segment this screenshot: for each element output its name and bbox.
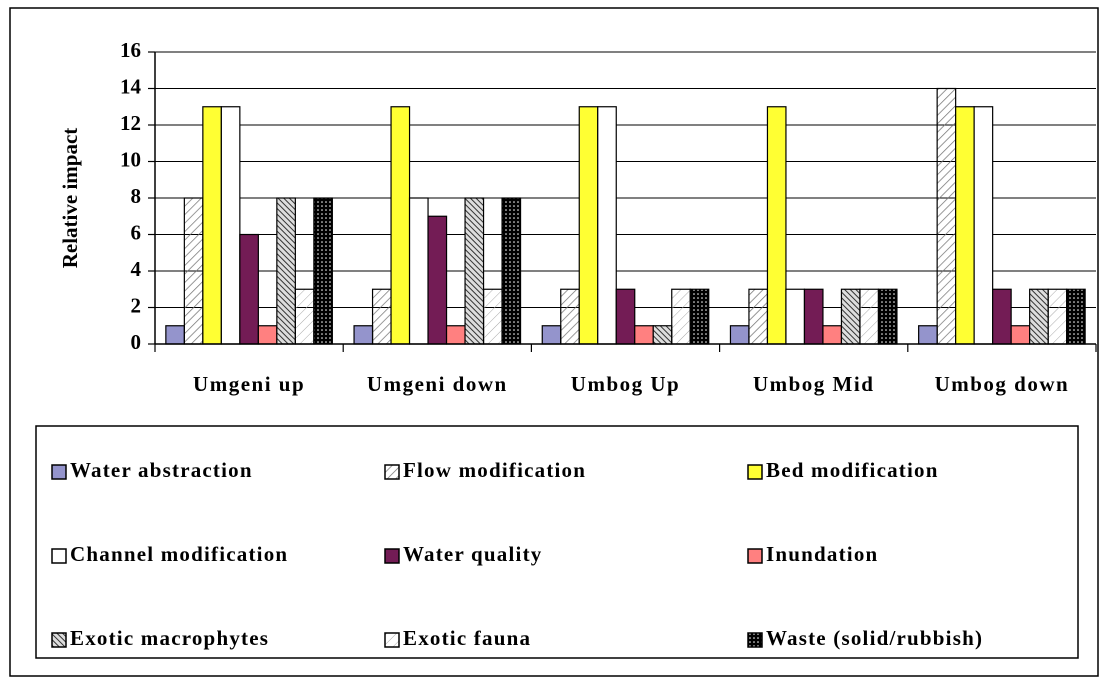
bar [615,288,636,345]
bar [482,288,503,345]
legend-swatch [747,548,763,564]
bar [560,288,580,345]
bar [165,325,185,345]
bar [408,197,429,345]
bar [371,288,392,345]
bar [729,325,750,345]
legend-label: Channel modification [70,542,288,566]
bar [313,197,333,345]
y-tick-label: 4 [131,257,142,281]
legend-label: Waste (solid/rubbish) [766,626,983,650]
bar [822,325,843,345]
bar [652,325,673,345]
bar [955,106,975,345]
y-tick-label: 8 [131,184,142,208]
legend-box [35,425,1079,659]
bar [803,288,824,345]
bar [973,106,994,345]
bar [785,288,806,345]
y-tick-label: 16 [120,38,141,62]
bar [918,325,938,345]
y-tick-label: 0 [131,330,142,354]
bar [689,288,710,345]
legend-label: Exotic fauna [403,626,531,650]
bar [859,288,880,345]
bar [877,288,898,345]
legend-swatch [747,632,763,648]
legend-swatch [51,548,67,564]
x-tick-label: Umbog Mid [753,372,874,396]
bar [597,106,617,345]
bar [427,215,448,345]
bar [766,106,787,345]
legend-label: Flow modification [403,458,586,482]
bar [464,197,485,345]
bar [748,288,769,345]
y-tick-label: 12 [120,111,141,135]
legend-swatch [51,632,67,648]
bar [671,288,691,345]
y-tick-label: 6 [131,220,142,244]
bar [634,325,654,345]
x-tick-label: Umbog Up [571,372,680,396]
bar [276,197,296,345]
bar [390,106,411,345]
legend-label: Inundation [766,542,878,566]
x-tick-label: Umgeni up [193,372,305,396]
bar [257,325,278,345]
bar [183,197,204,345]
bar [936,87,957,345]
bar [578,106,599,345]
legend-swatch [384,464,400,480]
legend-label: Bed modification [766,458,939,482]
legend-swatch [384,548,400,564]
y-tick-label: 2 [131,293,142,317]
bar [202,106,222,345]
x-tick-label: Umgeni down [367,372,508,396]
bar [294,288,315,345]
bar [1047,288,1068,345]
bar [445,325,466,345]
bar [840,288,861,345]
legend-swatch [747,464,763,480]
y-axis-label: Relative impact [58,128,82,269]
bar [220,106,241,345]
bar [1010,325,1031,345]
bar [1066,288,1086,345]
legend-label: Water quality [403,542,542,566]
legend-swatch [51,464,67,480]
bar [353,325,374,345]
bar [541,325,562,345]
legend-label: Water abstraction [70,458,253,482]
x-tick-label: Umbog down [935,372,1070,396]
bar [1029,288,1049,345]
legend-label: Exotic macrophytes [70,626,269,650]
y-tick-label: 10 [120,147,141,171]
bar [239,233,259,345]
bar [501,197,522,345]
legend-swatch [384,632,400,648]
y-tick-label: 14 [120,74,142,98]
bar [992,288,1012,345]
